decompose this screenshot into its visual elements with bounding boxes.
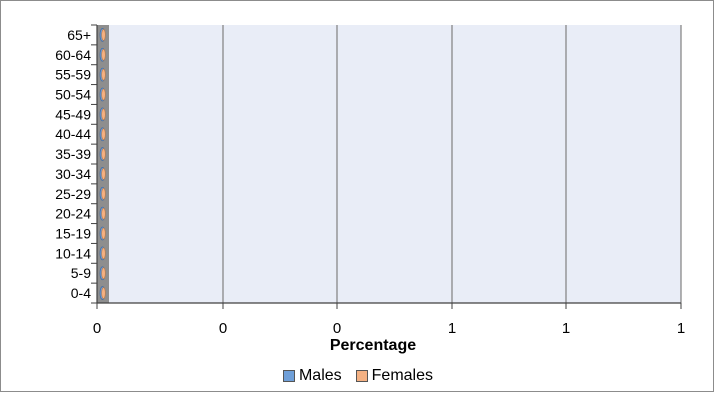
female-bar [101, 227, 106, 240]
legend-label: Females [371, 367, 434, 384]
x-tick-label: 0 [93, 320, 101, 337]
female-bar [101, 29, 106, 41]
plot-area [97, 25, 681, 303]
y-tick-label: 55-59 [55, 67, 91, 83]
y-tick-label: 0-4 [71, 285, 91, 301]
legend-item-females: Females [355, 367, 434, 385]
y-tick-label: 15-19 [55, 226, 91, 242]
female-bar [101, 148, 106, 160]
female-bar [101, 108, 106, 121]
female-bar [101, 267, 106, 280]
y-tick-label: 40-44 [55, 126, 91, 142]
y-tick-label: 25-29 [55, 186, 91, 202]
y-tick-label: 45-49 [55, 106, 91, 122]
legend-swatch [282, 370, 295, 382]
female-bar [101, 247, 106, 260]
female-bar [101, 88, 106, 101]
female-bar [101, 187, 106, 200]
y-tick-label: 10-14 [55, 245, 91, 261]
center-band [97, 25, 109, 303]
x-tick-label: 1 [448, 320, 456, 337]
female-bar [101, 48, 106, 61]
x-axis-title: Percentage [329, 337, 417, 354]
female-bar [101, 128, 106, 141]
x-tick-label: 0 [333, 320, 341, 337]
legend-item-males: Males [282, 367, 342, 385]
x-tick-label: 0 [219, 320, 227, 337]
y-tick-label: 50-54 [55, 87, 91, 103]
y-tick-label: 30-34 [55, 166, 91, 182]
female-bar [101, 168, 106, 180]
female-bar [101, 68, 106, 81]
y-tick-label: 35-39 [55, 146, 91, 162]
female-bar [101, 207, 106, 220]
x-tick-label: 1 [677, 320, 685, 337]
female-bar [101, 287, 106, 299]
y-tick-label: 5-9 [71, 265, 91, 281]
legend: Males Females [1, 365, 715, 387]
x-tick-label: 1 [562, 320, 570, 337]
y-tick-label: 20-24 [55, 206, 91, 222]
y-tick-label: 65+ [67, 27, 91, 43]
y-tick-label: 60-64 [55, 47, 91, 63]
legend-label: Males [298, 367, 342, 384]
legend-swatch [355, 370, 368, 382]
